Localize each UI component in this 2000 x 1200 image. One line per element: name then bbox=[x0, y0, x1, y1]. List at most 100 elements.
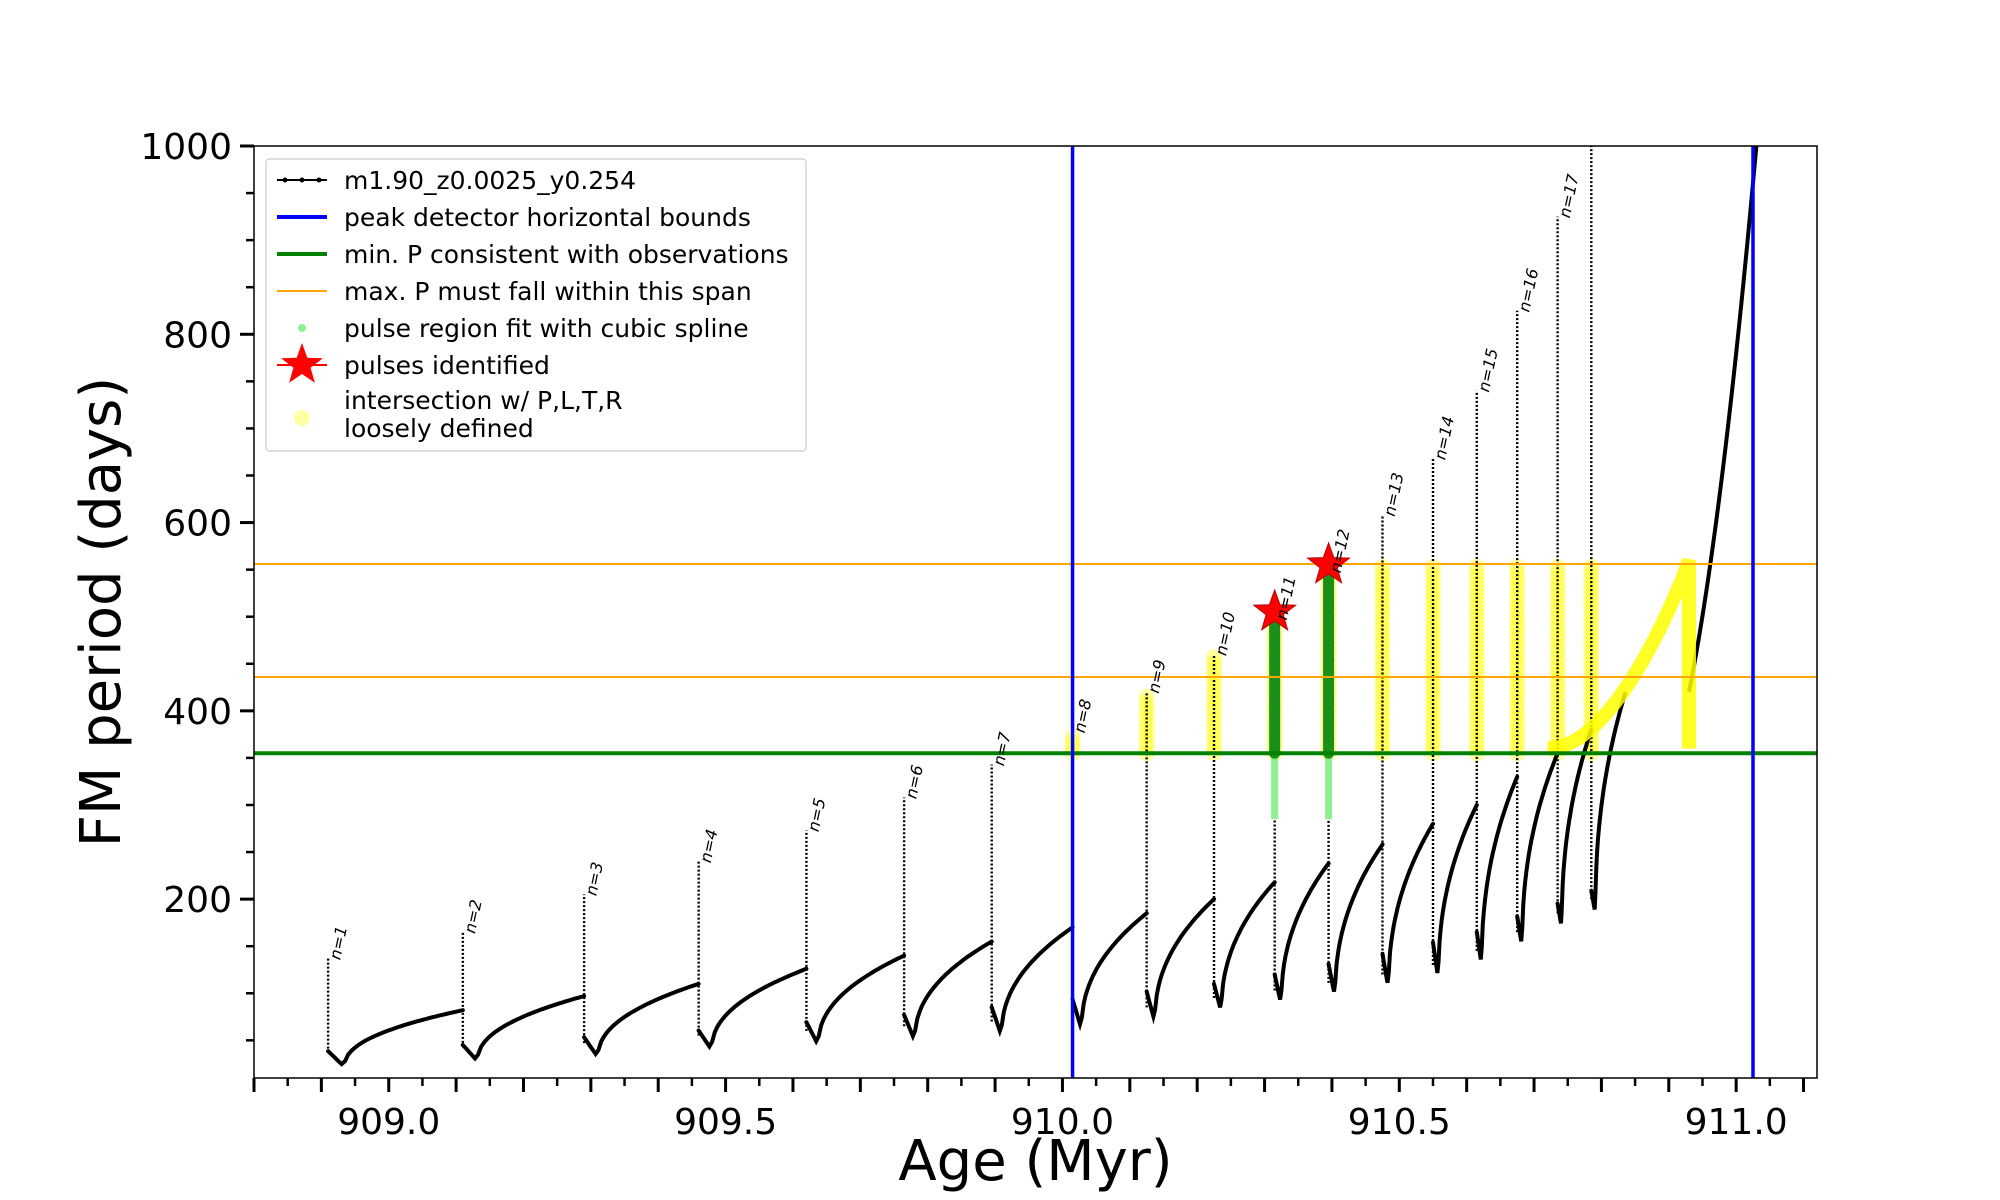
intersection-point bbox=[1206, 722, 1223, 739]
intersection-point bbox=[1374, 654, 1391, 671]
intersection-point bbox=[1509, 637, 1526, 654]
x-axis-title: Age (Myr) bbox=[898, 1129, 1172, 1194]
pulse-label: n=15 bbox=[1474, 347, 1502, 394]
track-segment bbox=[1326, 842, 1385, 992]
legend-label-pulses: pulses identified bbox=[344, 351, 550, 380]
intersection-point bbox=[1509, 581, 1526, 598]
intersection-point bbox=[1549, 587, 1566, 604]
intersection-point bbox=[1424, 733, 1441, 750]
track-segment bbox=[1380, 821, 1435, 984]
track-segment bbox=[804, 953, 907, 1046]
intersection-point bbox=[1509, 660, 1526, 677]
intersection-point bbox=[1549, 654, 1566, 671]
x-tick-label: 909.0 bbox=[337, 1102, 440, 1143]
intersection-point bbox=[1549, 722, 1566, 739]
pulse-label: n=2 bbox=[460, 898, 486, 935]
intersection-point bbox=[1509, 592, 1526, 609]
intersection-point bbox=[1424, 722, 1441, 739]
x-tick-label: 910.5 bbox=[1348, 1102, 1451, 1143]
track-segment bbox=[326, 1008, 465, 1067]
intersection-point bbox=[1468, 688, 1485, 705]
intersection-point bbox=[1468, 643, 1485, 660]
intersection-curve bbox=[1547, 557, 1696, 756]
intersection-point bbox=[1549, 705, 1566, 722]
intersection-point bbox=[1374, 632, 1391, 649]
intersection-point bbox=[1138, 716, 1155, 733]
intersection-point bbox=[1206, 666, 1223, 683]
intersection-point bbox=[1583, 671, 1600, 688]
intersection-point bbox=[1138, 700, 1155, 717]
intersection-point bbox=[1374, 615, 1391, 632]
intersection-point bbox=[1583, 700, 1600, 717]
y-tick-label: 200 bbox=[163, 880, 232, 921]
track-segment bbox=[1144, 897, 1216, 1025]
intersection-point bbox=[1424, 558, 1441, 575]
intersection-point bbox=[1549, 666, 1566, 683]
intersection-point bbox=[1549, 677, 1566, 694]
pulse-star-icon bbox=[1306, 541, 1351, 584]
track-segment bbox=[460, 994, 587, 1062]
intersection-point bbox=[1424, 581, 1441, 598]
intersection-point bbox=[1424, 694, 1441, 711]
intersection-point bbox=[1206, 694, 1223, 711]
pulse-label: n=12 bbox=[1326, 527, 1354, 574]
pulse-label: n=5 bbox=[804, 796, 830, 833]
intersection-point bbox=[1424, 570, 1441, 587]
intersection-point bbox=[1509, 728, 1526, 745]
pulse-star-icon bbox=[1252, 588, 1297, 631]
intersection-point bbox=[1509, 716, 1526, 733]
intersection-point bbox=[1468, 671, 1485, 688]
intersection-point bbox=[1583, 643, 1600, 660]
intersection-point bbox=[1583, 688, 1600, 705]
legend-label-track: m1.90_z0.0025_y0.254 bbox=[344, 166, 636, 195]
intersection-point bbox=[1468, 700, 1485, 717]
legend-swatch-track-marker bbox=[316, 177, 322, 183]
intersection-point bbox=[1509, 733, 1526, 750]
pulse-label: n=9 bbox=[1144, 658, 1170, 695]
pulse-label: n=17 bbox=[1555, 172, 1583, 220]
y-tick-label: 1000 bbox=[140, 127, 232, 168]
legend-label-intersection: intersection w/ P,L,T,R bbox=[344, 386, 623, 415]
intersection-point bbox=[1424, 705, 1441, 722]
intersection-point bbox=[1583, 564, 1600, 581]
track-segment bbox=[1272, 861, 1331, 1001]
legend-label-intersection-line2: loosely defined bbox=[344, 414, 534, 443]
legend-label-spline: pulse region fit with cubic spline bbox=[344, 314, 749, 343]
legend-label-min-p: min. P consistent with observations bbox=[344, 240, 789, 269]
intersection-point bbox=[1206, 711, 1223, 728]
intersection-point bbox=[1374, 711, 1391, 728]
intersection-point bbox=[1138, 688, 1155, 705]
intersection-point bbox=[1374, 722, 1391, 739]
axes: 909.0 909.5 910.0 910.5 911.0 200 400 600 800 100… bbox=[140, 127, 1818, 1143]
track-segment bbox=[696, 966, 809, 1051]
intersection-point bbox=[1468, 587, 1485, 604]
intersection-point bbox=[1583, 575, 1600, 592]
intersection-point bbox=[1374, 671, 1391, 688]
intersection-point bbox=[1424, 626, 1441, 643]
intersection-point bbox=[1424, 654, 1441, 671]
x-tick-label: 909.5 bbox=[674, 1102, 777, 1143]
pulse-label: n=10 bbox=[1211, 610, 1239, 657]
intersection-point bbox=[1468, 592, 1485, 609]
y-tick-label: 400 bbox=[163, 692, 232, 733]
intersection-point bbox=[1374, 575, 1391, 592]
pulse-label: n=11 bbox=[1272, 575, 1300, 622]
intersection-point bbox=[1583, 592, 1600, 609]
intersection-point bbox=[1374, 558, 1391, 575]
intersection-point bbox=[1206, 671, 1223, 688]
track-segment bbox=[989, 925, 1075, 1038]
track-segment bbox=[902, 939, 994, 1042]
track-segment bbox=[1555, 727, 1594, 924]
legend-box bbox=[265, 158, 807, 452]
intersection-point bbox=[1509, 649, 1526, 666]
intersection-point bbox=[1206, 654, 1223, 671]
intersection-point bbox=[1509, 705, 1526, 722]
legend-label-max-p: max. P must fall within this span bbox=[344, 277, 752, 306]
intersection-point bbox=[1374, 728, 1391, 745]
intersection-point bbox=[1374, 700, 1391, 717]
intersection-point bbox=[1549, 609, 1566, 626]
intersection-point bbox=[1424, 666, 1441, 683]
intersection-point bbox=[1509, 564, 1526, 581]
intersection-point bbox=[1549, 683, 1566, 700]
